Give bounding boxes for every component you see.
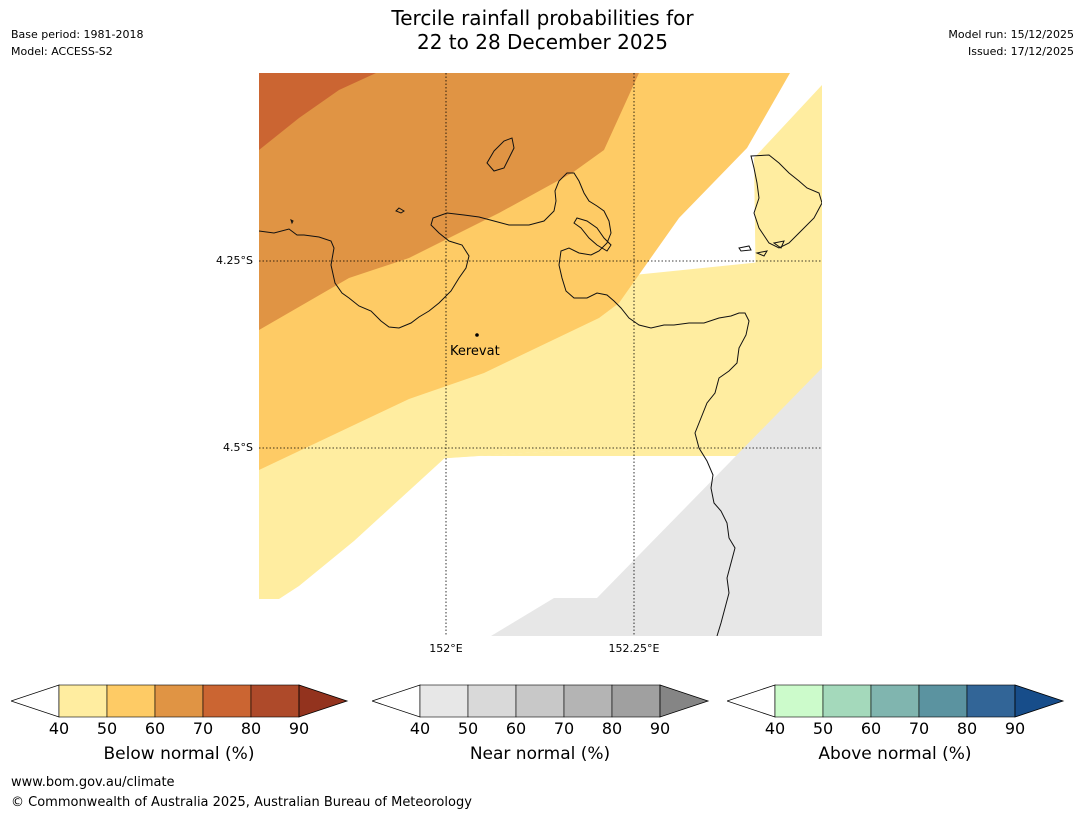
colorbar-tick-label: 90 — [288, 719, 310, 738]
region-below-70 — [259, 73, 376, 150]
colorbar-extend-low — [727, 684, 776, 718]
kerevat-label: Kerevat — [450, 344, 500, 359]
colorbar-extend-high — [659, 684, 710, 718]
colorbar-swatch — [918, 684, 968, 718]
base-period-text: Base period: 1981-2018 — [11, 28, 144, 41]
model-text: Model: ACCESS-S2 — [11, 45, 113, 58]
map-title: Tercile rainfall probabilities for 22 to… — [0, 6, 1085, 54]
colorbar-title: Above normal (%) — [818, 744, 972, 764]
colorbar-tick-label: 80 — [956, 719, 978, 738]
region-below-60 — [259, 73, 639, 330]
colorbar-tick-label: 60 — [505, 719, 527, 738]
graticule — [259, 73, 822, 636]
colorbar-tick-label: 80 — [601, 719, 623, 738]
title-line-2: 22 to 28 December 2025 — [416, 30, 668, 54]
colorbar-tick-label: 70 — [192, 719, 214, 738]
colorbar-swatch — [154, 684, 204, 718]
colorbar-tick-label: 90 — [1004, 719, 1026, 738]
footer-copyright: © Commonwealth of Australia 2025, Austra… — [11, 795, 472, 810]
lat-label-425: 4.25°S — [216, 254, 253, 267]
kerevat-marker — [475, 333, 479, 337]
colorbar-tick-label: 80 — [240, 719, 262, 738]
meta-right: Model run: 15/12/2025 Issued: 17/12/2025 — [948, 26, 1074, 60]
colorbar-tick-label: 50 — [96, 719, 118, 738]
colorbar-tick-label: 90 — [649, 719, 671, 738]
colorbar-tick-label: 70 — [553, 719, 575, 738]
colorbar-extend-low — [11, 684, 60, 718]
colorbar-swatch — [822, 684, 872, 718]
model-run-text: Model run: 15/12/2025 — [948, 28, 1074, 41]
footer-url: www.bom.gov.au/climate — [11, 775, 175, 790]
region-near-40 — [491, 368, 822, 636]
colorbar-swatch — [515, 684, 565, 718]
colorbar-extend-low — [372, 684, 421, 718]
colorbar-tick-label: 70 — [908, 719, 930, 738]
colorbar-tick-label: 60 — [144, 719, 166, 738]
colorbar-swatch — [870, 684, 920, 718]
lon-label-152: 152°E — [429, 642, 463, 655]
colorbar-3 — [727, 684, 1065, 718]
colorbar-swatch — [563, 684, 613, 718]
colorbar-swatch — [58, 684, 108, 718]
region-below-40 — [259, 73, 822, 599]
colorbar-2 — [372, 684, 710, 718]
colorbar-extend-high — [298, 684, 349, 718]
colorbar-extend-high — [1014, 684, 1065, 718]
probability-map: Kerevat — [259, 73, 822, 636]
region-below-40-b — [259, 256, 822, 470]
colorbar-swatch — [611, 684, 661, 718]
colorbar-tick-label: 50 — [457, 719, 479, 738]
colorbar-swatch — [467, 684, 517, 718]
colorbar-tick-label: 60 — [860, 719, 882, 738]
coastline — [259, 137, 822, 636]
colorbar-1 — [11, 684, 349, 718]
issued-text: Issued: 17/12/2025 — [967, 45, 1074, 58]
colorbar-title: Near normal (%) — [469, 744, 611, 764]
colorbar-swatch — [966, 684, 1016, 718]
colorbar-swatch — [419, 684, 469, 718]
lon-label-15225: 152.25°E — [608, 642, 660, 655]
colorbar-tick-label: 40 — [409, 719, 431, 738]
colorbar-swatch — [250, 684, 300, 718]
colorbar-swatch — [774, 684, 824, 718]
colorbar-tick-label: 50 — [812, 719, 834, 738]
colorbar-swatch — [202, 684, 252, 718]
colorbar-tick-label: 40 — [764, 719, 786, 738]
meta-left: Base period: 1981-2018 Model: ACCESS-S2 — [11, 26, 143, 60]
colorbar-swatch — [106, 684, 156, 718]
lat-label-45: 4.5°S — [223, 441, 253, 454]
title-line-1: Tercile rainfall probabilities for — [391, 6, 694, 30]
colorbar-tick-label: 40 — [48, 719, 70, 738]
colorbar-title: Below normal (%) — [103, 744, 255, 764]
